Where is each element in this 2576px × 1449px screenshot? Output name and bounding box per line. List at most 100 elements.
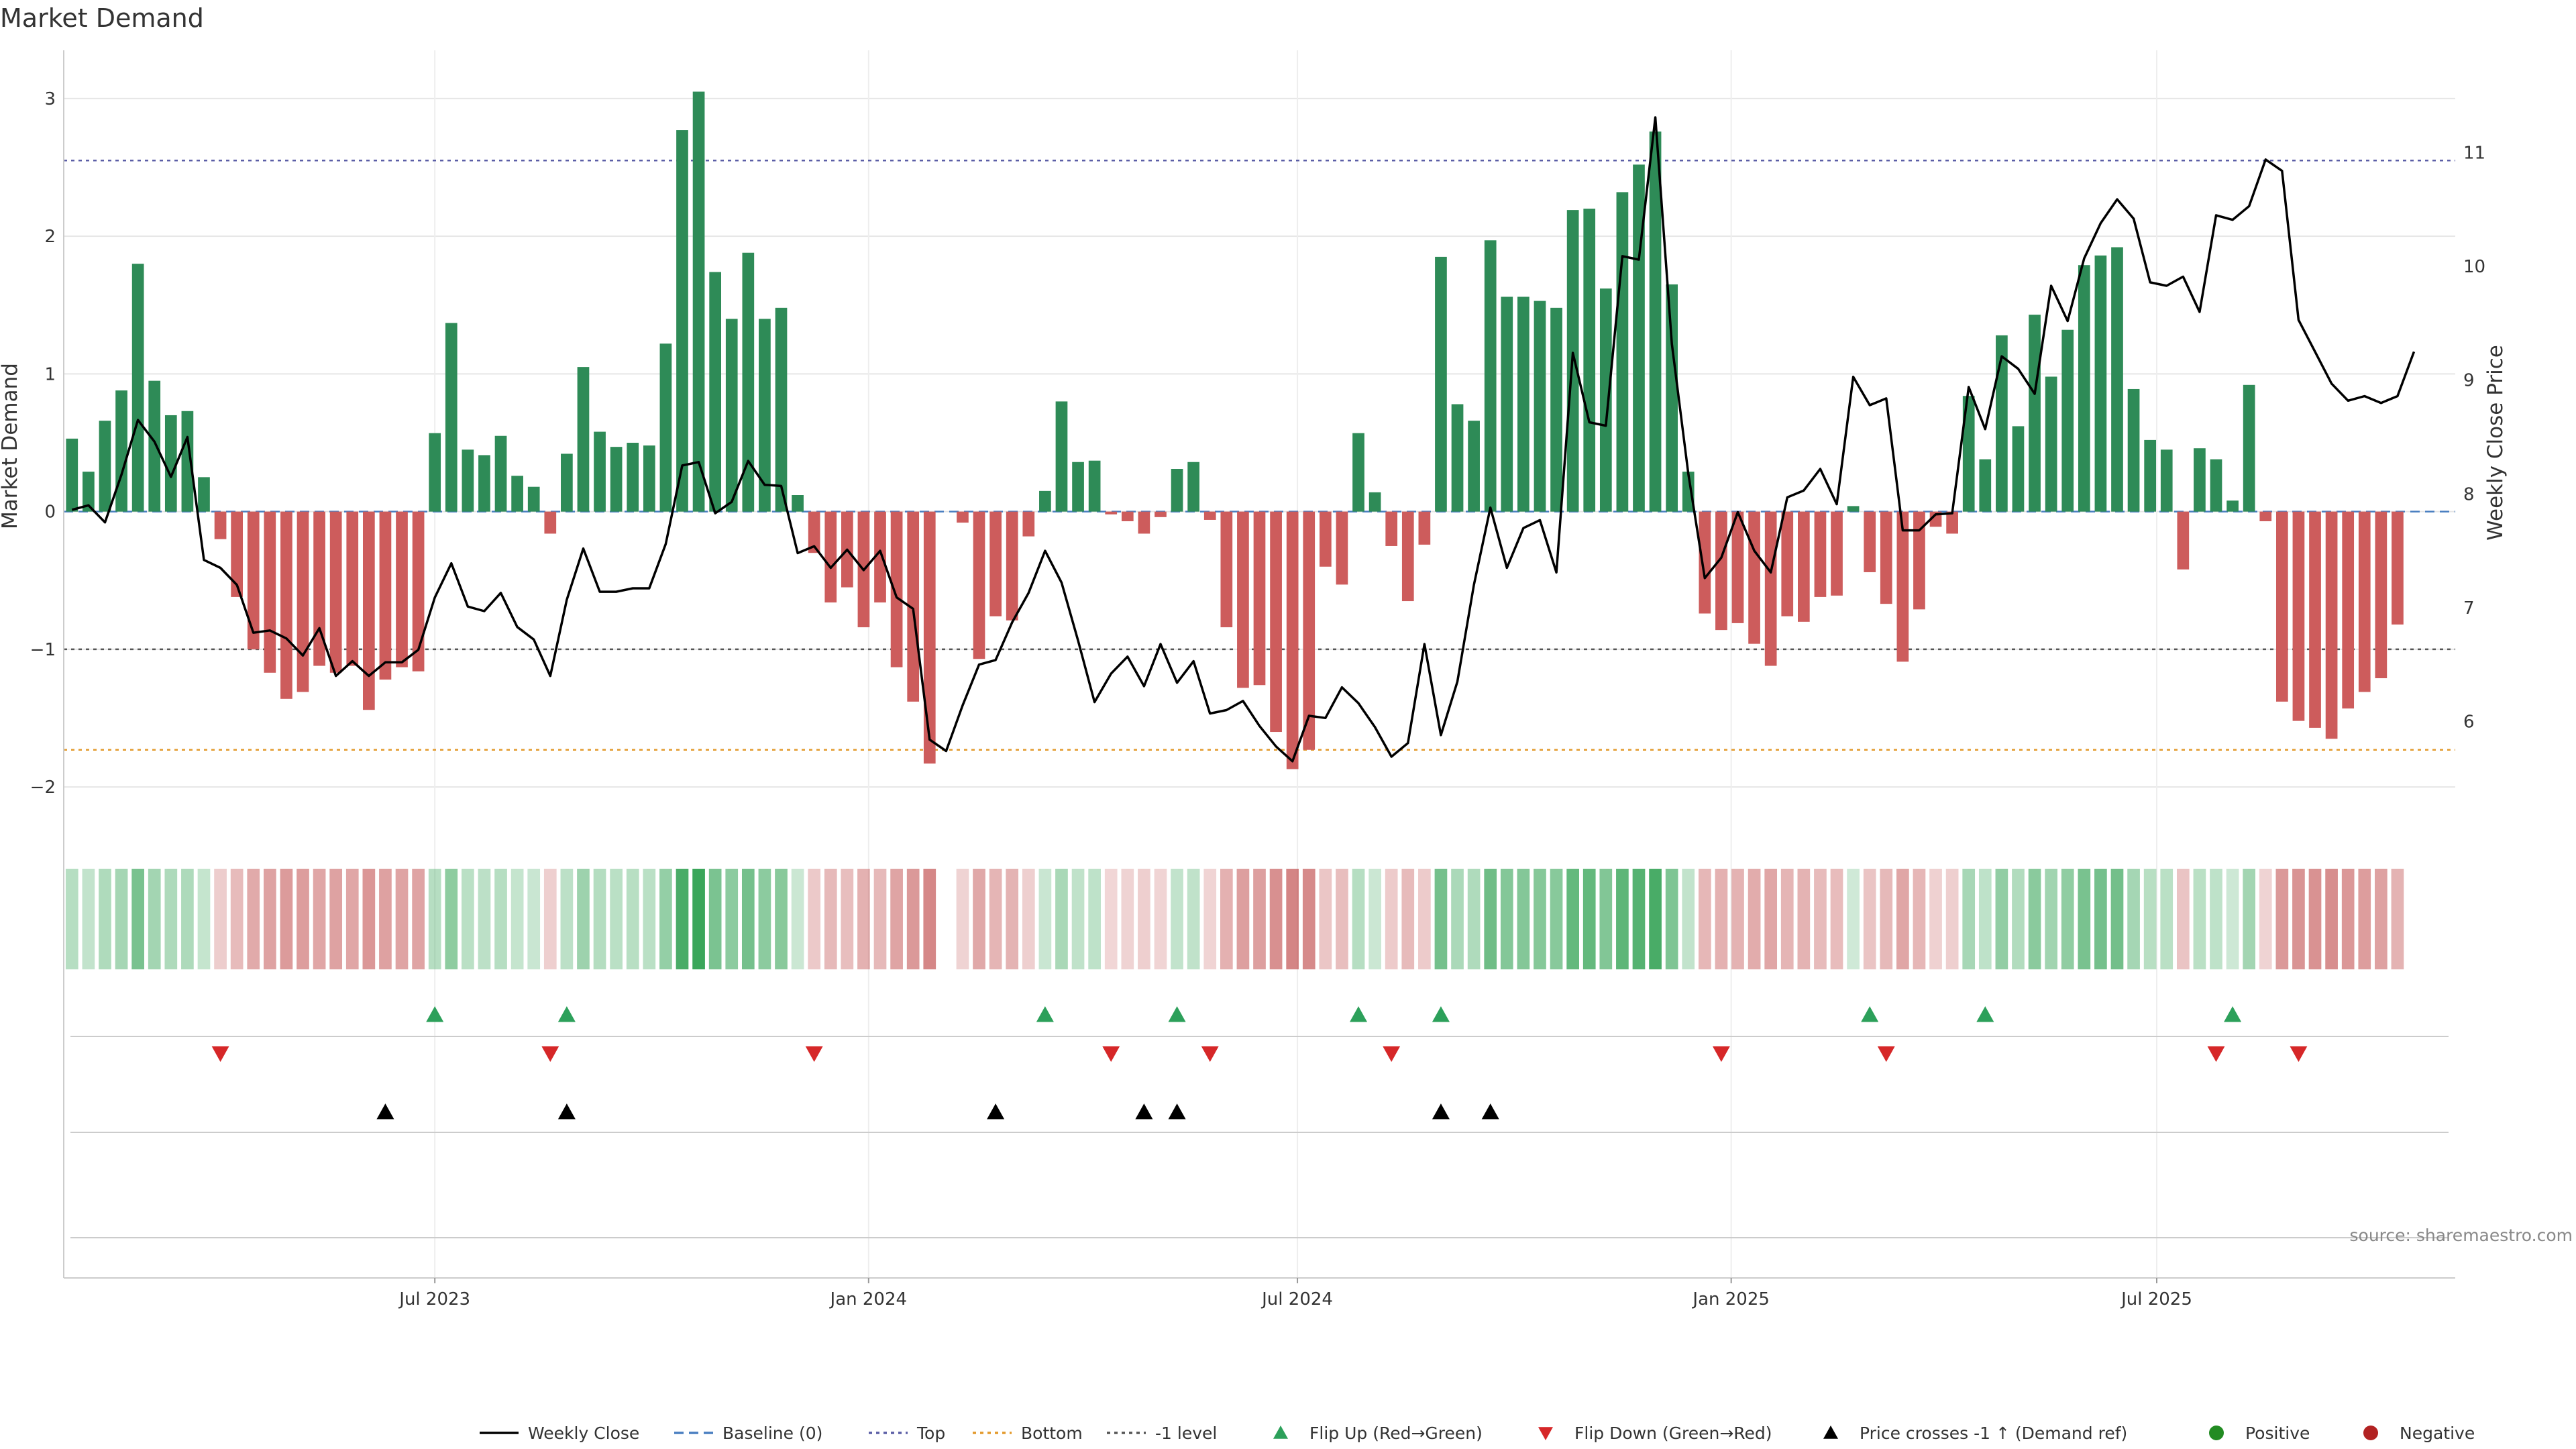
demand-bar-negative [1764, 511, 1777, 666]
legend-swatch [2209, 1426, 2224, 1440]
heat-cell [2226, 869, 2239, 969]
grid-layer [64, 50, 2455, 1278]
legend-label: Price crosses -1 ↑ (Demand ref) [1860, 1424, 2127, 1443]
heat-cell [2243, 869, 2256, 969]
y-tick-label: 2 [44, 227, 56, 247]
heat-cell [214, 869, 227, 969]
heat-cell [1566, 869, 1579, 969]
heat-cell [791, 869, 804, 969]
heat-cell [1632, 869, 1646, 969]
heat-cell [1995, 869, 2008, 969]
heat-cell [1517, 869, 1530, 969]
demand-bar-negative [1748, 511, 1760, 644]
demand-bar-negative [1138, 511, 1150, 534]
flip-down-marker [1877, 1046, 1895, 1062]
heat-cell [2061, 869, 2074, 969]
demand-bar-positive [1435, 256, 1447, 512]
demand-bar-positive [577, 367, 590, 512]
demand-bar-positive [1847, 506, 1860, 512]
demand-bar-positive [1468, 421, 1480, 512]
heat-cell [181, 869, 194, 969]
heat-cell [65, 869, 78, 969]
heat-cell [676, 869, 689, 969]
y-tick-label: −1 [30, 640, 56, 660]
demand-bar-positive [659, 343, 672, 512]
heat-cell [1154, 869, 1167, 969]
demand-bar-positive [1484, 240, 1497, 512]
y-tick-label: 3 [44, 89, 56, 109]
demand-bar-negative [1253, 511, 1266, 686]
demand-bar-positive [2144, 439, 2157, 512]
demand-bar-positive [429, 433, 441, 512]
heat-cell [692, 869, 705, 969]
heat-cell [708, 869, 722, 969]
y2-tick-label: 6 [2463, 712, 2475, 732]
demand-bar-positive [148, 380, 161, 512]
demand-bar-positive [1534, 301, 1546, 512]
heat-cell [345, 869, 359, 969]
demand-bar-positive [610, 447, 623, 512]
legend-entry: Flip Up (Red→Green) [1273, 1424, 1483, 1443]
price-cross-marker [1481, 1104, 1499, 1120]
demand-bar-negative [1336, 511, 1348, 585]
legend-label: Baseline (0) [722, 1424, 822, 1443]
demand-bar-positive [1039, 490, 1051, 512]
heat-cell [1929, 869, 1942, 969]
heat-cell [610, 869, 623, 969]
demand-bar-positive [1055, 401, 1068, 512]
demand-bar-negative [1896, 511, 1909, 662]
heat-cell [2341, 869, 2355, 969]
heat-cell [1385, 869, 1398, 969]
demand-bar-negative [1699, 511, 1711, 614]
heat-cell [1698, 869, 1711, 969]
legend-entry: Baseline (0) [674, 1424, 822, 1443]
heat-cell [1715, 869, 1728, 969]
demand-bar-positive [1368, 492, 1381, 512]
heat-cell [197, 869, 211, 969]
heat-cell [1088, 869, 1101, 969]
demand-bar-negative [1946, 511, 1958, 534]
demand-bar-negative [2342, 511, 2355, 709]
demand-bar-positive [1979, 459, 1992, 512]
flip-down-marker [2207, 1046, 2225, 1062]
demand-bar-positive [2078, 265, 2090, 512]
heat-cell [725, 869, 739, 969]
heat-cell [1418, 869, 1431, 969]
heat-cell [643, 869, 656, 969]
heat-cell [1534, 869, 1546, 969]
chart-title: Market Demand [0, 3, 204, 33]
x-tick-label: Jul 2025 [2120, 1289, 2192, 1309]
heat-cell [1138, 869, 1150, 969]
heat-cell [2045, 869, 2057, 969]
demand-bar-negative [824, 511, 837, 603]
demand-bar-negative [1237, 511, 1249, 688]
y-tick-label: −2 [30, 777, 56, 798]
demand-bar-positive [2243, 384, 2255, 512]
demand-bar-positive [2111, 247, 2123, 512]
heat-cell [2028, 869, 2041, 969]
legend-entry: Top [869, 1424, 945, 1443]
heat-cell [659, 869, 672, 969]
heat-cell [824, 869, 837, 969]
heat-cell [1236, 869, 1250, 969]
demand-bar-positive [1682, 472, 1695, 512]
heat-cell [1352, 869, 1365, 969]
demand-bar-negative [1105, 511, 1118, 515]
flip-up-marker [1168, 1006, 1186, 1022]
heat-cell [1006, 869, 1019, 969]
heat-cell [1368, 869, 1381, 969]
heat-cell [775, 869, 788, 969]
demand-bar-negative [2259, 511, 2272, 521]
heat-cell [1896, 869, 1909, 969]
x-tick-label: Jul 2024 [1260, 1289, 1333, 1309]
heat-cell [280, 869, 293, 969]
heat-cell [2375, 869, 2387, 969]
heat-cell [2308, 869, 2322, 969]
heat-cell [1978, 869, 1992, 969]
demand-bar-positive [643, 445, 655, 512]
heat-cell [2275, 869, 2289, 969]
demand-bar-positive [692, 91, 705, 512]
demand-bar-negative [1303, 511, 1316, 750]
flip-down-marker [805, 1046, 823, 1062]
demand-bar-positive [66, 438, 78, 512]
